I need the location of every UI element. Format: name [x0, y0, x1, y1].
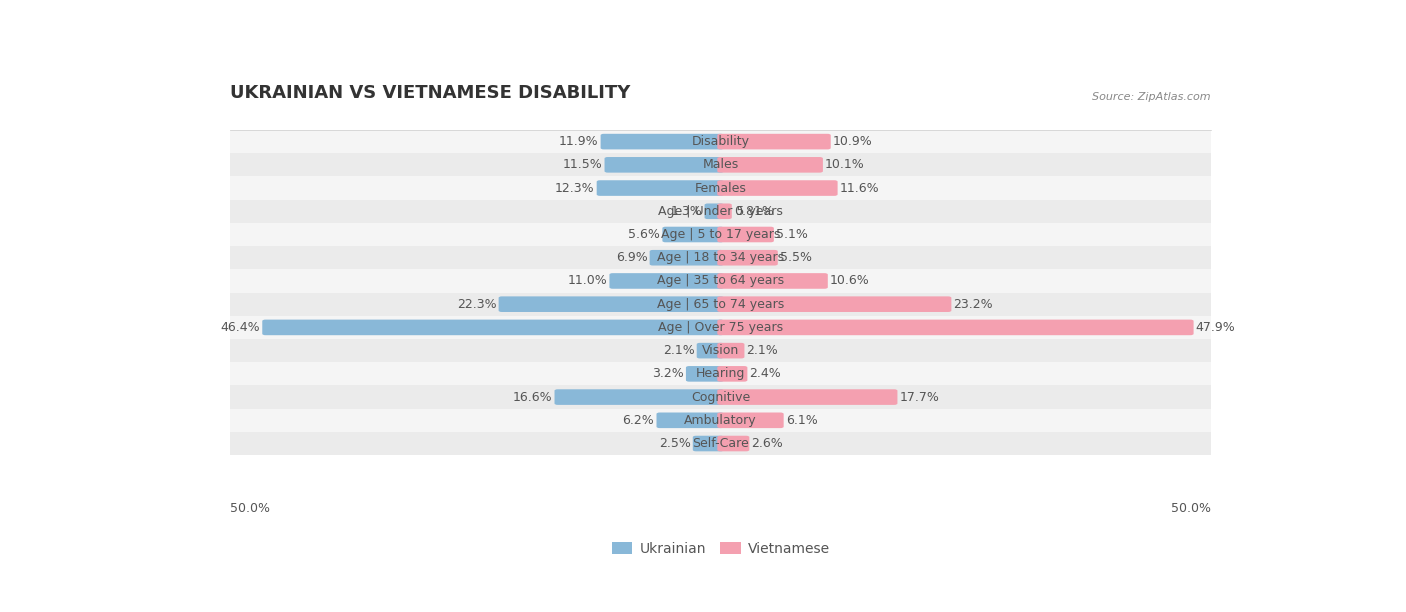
- Legend: Ukrainian, Vietnamese: Ukrainian, Vietnamese: [606, 536, 835, 561]
- FancyBboxPatch shape: [231, 200, 1211, 223]
- Text: 2.5%: 2.5%: [659, 437, 690, 450]
- FancyBboxPatch shape: [657, 412, 724, 428]
- FancyBboxPatch shape: [231, 246, 1211, 269]
- Text: Males: Males: [703, 159, 738, 171]
- FancyBboxPatch shape: [717, 226, 773, 242]
- FancyBboxPatch shape: [596, 181, 724, 196]
- FancyBboxPatch shape: [609, 273, 724, 289]
- Text: 2.4%: 2.4%: [749, 367, 782, 380]
- FancyBboxPatch shape: [231, 339, 1211, 362]
- Text: 17.7%: 17.7%: [900, 390, 939, 403]
- Text: 10.6%: 10.6%: [830, 274, 870, 288]
- FancyBboxPatch shape: [231, 176, 1211, 200]
- Text: Cognitive: Cognitive: [690, 390, 751, 403]
- Text: 16.6%: 16.6%: [513, 390, 553, 403]
- FancyBboxPatch shape: [717, 273, 828, 289]
- FancyBboxPatch shape: [693, 436, 724, 451]
- FancyBboxPatch shape: [231, 316, 1211, 339]
- FancyBboxPatch shape: [231, 153, 1211, 176]
- FancyBboxPatch shape: [717, 319, 1194, 335]
- Text: Self-Care: Self-Care: [692, 437, 749, 450]
- Text: Vision: Vision: [702, 344, 740, 357]
- Text: 10.9%: 10.9%: [832, 135, 873, 148]
- FancyBboxPatch shape: [662, 226, 724, 242]
- Text: Ambulatory: Ambulatory: [685, 414, 756, 427]
- FancyBboxPatch shape: [600, 134, 724, 149]
- Text: 23.2%: 23.2%: [953, 297, 993, 311]
- FancyBboxPatch shape: [605, 157, 724, 173]
- Text: 5.5%: 5.5%: [780, 252, 811, 264]
- FancyBboxPatch shape: [717, 343, 744, 359]
- FancyBboxPatch shape: [717, 203, 731, 219]
- FancyBboxPatch shape: [499, 296, 724, 312]
- FancyBboxPatch shape: [686, 366, 724, 382]
- FancyBboxPatch shape: [717, 366, 748, 382]
- FancyBboxPatch shape: [263, 319, 724, 335]
- Text: 0.81%: 0.81%: [734, 205, 773, 218]
- Text: 2.1%: 2.1%: [662, 344, 695, 357]
- Text: 46.4%: 46.4%: [221, 321, 260, 334]
- FancyBboxPatch shape: [231, 130, 1211, 153]
- Text: 10.1%: 10.1%: [825, 159, 865, 171]
- Text: Age | Under 5 years: Age | Under 5 years: [658, 205, 783, 218]
- Text: Age | 18 to 34 years: Age | 18 to 34 years: [657, 252, 785, 264]
- FancyBboxPatch shape: [231, 223, 1211, 246]
- Text: Age | Over 75 years: Age | Over 75 years: [658, 321, 783, 334]
- Text: 50.0%: 50.0%: [1171, 502, 1211, 515]
- Text: 2.1%: 2.1%: [747, 344, 779, 357]
- FancyBboxPatch shape: [231, 362, 1211, 386]
- Text: 12.3%: 12.3%: [555, 182, 595, 195]
- FancyBboxPatch shape: [231, 432, 1211, 455]
- Text: UKRAINIAN VS VIETNAMESE DISABILITY: UKRAINIAN VS VIETNAMESE DISABILITY: [231, 84, 631, 102]
- FancyBboxPatch shape: [650, 250, 724, 266]
- Text: 11.9%: 11.9%: [558, 135, 599, 148]
- Text: Age | 35 to 64 years: Age | 35 to 64 years: [657, 274, 785, 288]
- FancyBboxPatch shape: [697, 343, 724, 359]
- Text: 11.5%: 11.5%: [562, 159, 602, 171]
- Text: 50.0%: 50.0%: [231, 502, 270, 515]
- FancyBboxPatch shape: [717, 296, 952, 312]
- FancyBboxPatch shape: [554, 389, 724, 405]
- Text: 6.1%: 6.1%: [786, 414, 818, 427]
- FancyBboxPatch shape: [717, 134, 831, 149]
- Text: Age | 65 to 74 years: Age | 65 to 74 years: [657, 297, 785, 311]
- FancyBboxPatch shape: [717, 250, 778, 266]
- Text: 3.2%: 3.2%: [652, 367, 683, 380]
- Text: Source: ZipAtlas.com: Source: ZipAtlas.com: [1092, 92, 1211, 102]
- Text: 5.6%: 5.6%: [628, 228, 661, 241]
- Text: 11.0%: 11.0%: [568, 274, 607, 288]
- FancyBboxPatch shape: [717, 412, 783, 428]
- FancyBboxPatch shape: [717, 181, 838, 196]
- Text: Females: Females: [695, 182, 747, 195]
- FancyBboxPatch shape: [704, 203, 724, 219]
- FancyBboxPatch shape: [717, 157, 823, 173]
- Text: Hearing: Hearing: [696, 367, 745, 380]
- Text: 22.3%: 22.3%: [457, 297, 496, 311]
- Text: 5.1%: 5.1%: [776, 228, 808, 241]
- FancyBboxPatch shape: [231, 269, 1211, 293]
- Text: 47.9%: 47.9%: [1195, 321, 1236, 334]
- Text: 11.6%: 11.6%: [839, 182, 879, 195]
- Text: 6.2%: 6.2%: [623, 414, 654, 427]
- Text: Age | 5 to 17 years: Age | 5 to 17 years: [661, 228, 780, 241]
- FancyBboxPatch shape: [717, 389, 897, 405]
- FancyBboxPatch shape: [231, 409, 1211, 432]
- Text: 1.3%: 1.3%: [671, 205, 703, 218]
- FancyBboxPatch shape: [717, 436, 749, 451]
- Text: 2.6%: 2.6%: [752, 437, 783, 450]
- Text: Disability: Disability: [692, 135, 749, 148]
- FancyBboxPatch shape: [231, 293, 1211, 316]
- Text: 6.9%: 6.9%: [616, 252, 647, 264]
- FancyBboxPatch shape: [231, 386, 1211, 409]
